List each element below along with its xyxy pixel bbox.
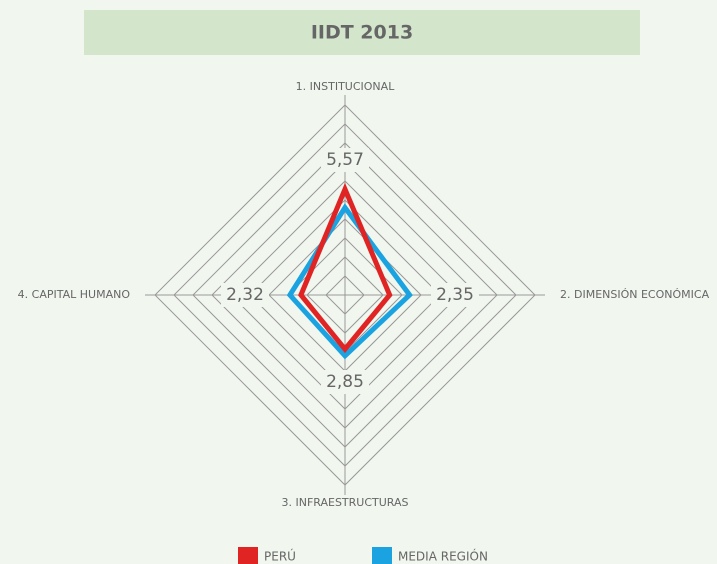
- value-label-bg: [431, 283, 479, 307]
- legend-swatch: [238, 547, 258, 564]
- value-label: 2,35: [436, 285, 474, 305]
- value-label: 2,32: [226, 285, 264, 305]
- axis-label: 3. INFRAESTRUCTURAS: [281, 496, 408, 509]
- value-label: 5,57: [326, 150, 364, 170]
- series-line: [286, 203, 413, 360]
- legend-swatch: [372, 547, 392, 564]
- axis-label: 1. INSTITUCIONAL: [296, 80, 396, 93]
- value-label-bg: [321, 370, 369, 394]
- axis-label: 2. DIMENSIÓN ECONÓMICA: [560, 288, 710, 301]
- legend-label: PERÚ: [264, 549, 296, 564]
- axis-label: 4. CAPITAL HUMANO: [18, 288, 131, 301]
- chart-title: IIDT 2013: [311, 22, 413, 44]
- value-label-bg: [221, 283, 269, 307]
- legend-label: MEDIA REGIÓN: [398, 549, 488, 564]
- value-label-bg: [321, 148, 369, 172]
- series-line: [298, 182, 393, 354]
- title-bar: [84, 10, 640, 55]
- value-label: 2,85: [326, 372, 364, 392]
